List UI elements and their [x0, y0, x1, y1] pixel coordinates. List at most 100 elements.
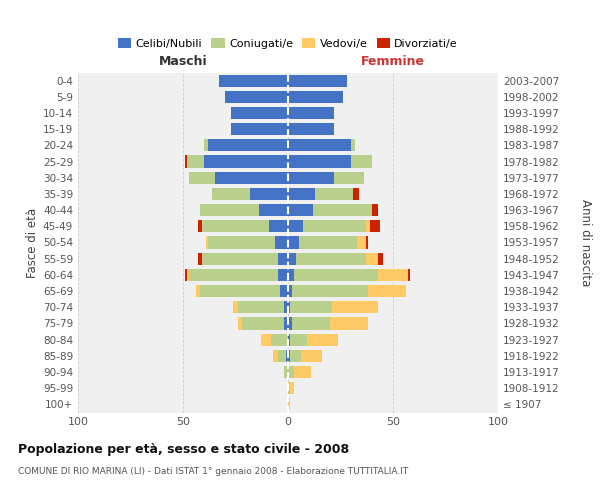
- Bar: [277, 252, 288, 265]
- Bar: [187, 156, 204, 168]
- Bar: [286, 350, 288, 362]
- Bar: [330, 318, 368, 330]
- Bar: [299, 236, 358, 248]
- Bar: [316, 188, 353, 200]
- Bar: [288, 382, 290, 394]
- Bar: [288, 140, 351, 151]
- Bar: [212, 188, 250, 200]
- Text: Popolazione per età, sesso e stato civile - 2008: Popolazione per età, sesso e stato civil…: [18, 442, 349, 456]
- Bar: [290, 350, 301, 362]
- Bar: [218, 74, 288, 86]
- Bar: [368, 285, 406, 297]
- Bar: [202, 252, 277, 265]
- Bar: [313, 204, 372, 216]
- Text: COMUNE DI RIO MARINA (LI) - Dati ISTAT 1° gennaio 2008 - Elaborazione TUTTITALIA: COMUNE DI RIO MARINA (LI) - Dati ISTAT 1…: [18, 468, 408, 476]
- Bar: [185, 156, 187, 168]
- Bar: [187, 269, 189, 281]
- Bar: [288, 318, 292, 330]
- Text: Maschi: Maschi: [158, 54, 208, 68]
- Bar: [274, 350, 277, 362]
- Bar: [196, 285, 200, 297]
- Bar: [198, 220, 202, 232]
- Bar: [288, 107, 334, 119]
- Bar: [277, 269, 288, 281]
- Bar: [351, 140, 355, 151]
- Bar: [206, 236, 208, 248]
- Bar: [370, 220, 380, 232]
- Bar: [288, 252, 296, 265]
- Bar: [292, 285, 368, 297]
- Bar: [288, 301, 290, 314]
- Bar: [288, 123, 334, 135]
- Bar: [288, 366, 295, 378]
- Bar: [238, 318, 242, 330]
- Bar: [290, 334, 307, 345]
- Bar: [288, 350, 290, 362]
- Bar: [232, 123, 288, 135]
- Legend: Celibi/Nubili, Coniugati/e, Vedovi/e, Divorziati/e: Celibi/Nubili, Coniugati/e, Vedovi/e, Di…: [113, 34, 463, 53]
- Bar: [190, 172, 215, 184]
- Bar: [204, 140, 208, 151]
- Bar: [288, 334, 290, 345]
- Bar: [215, 172, 288, 184]
- Bar: [233, 301, 238, 314]
- Bar: [242, 318, 284, 330]
- Bar: [275, 236, 288, 248]
- Bar: [288, 188, 316, 200]
- Bar: [238, 301, 284, 314]
- Bar: [295, 366, 311, 378]
- Bar: [208, 140, 288, 151]
- Bar: [379, 252, 383, 265]
- Bar: [366, 220, 370, 232]
- Bar: [225, 90, 288, 103]
- Bar: [408, 269, 410, 281]
- Bar: [353, 188, 359, 200]
- Bar: [284, 301, 288, 314]
- Bar: [334, 172, 364, 184]
- Bar: [259, 204, 288, 216]
- Bar: [379, 269, 408, 281]
- Bar: [190, 269, 277, 281]
- Bar: [200, 285, 280, 297]
- Bar: [277, 350, 286, 362]
- Bar: [372, 204, 379, 216]
- Bar: [303, 220, 366, 232]
- Bar: [351, 156, 372, 168]
- Bar: [232, 107, 288, 119]
- Bar: [288, 269, 295, 281]
- Bar: [284, 318, 288, 330]
- Bar: [198, 252, 202, 265]
- Bar: [288, 285, 292, 297]
- Bar: [290, 301, 332, 314]
- Bar: [208, 236, 275, 248]
- Bar: [250, 188, 288, 200]
- Bar: [366, 236, 368, 248]
- Bar: [332, 301, 379, 314]
- Bar: [200, 204, 259, 216]
- Bar: [284, 366, 288, 378]
- Y-axis label: Fasce di età: Fasce di età: [26, 208, 39, 278]
- Bar: [260, 334, 271, 345]
- Bar: [288, 156, 351, 168]
- Bar: [307, 334, 338, 345]
- Bar: [288, 204, 313, 216]
- Bar: [290, 382, 295, 394]
- Bar: [288, 172, 334, 184]
- Bar: [280, 285, 288, 297]
- Bar: [288, 236, 299, 248]
- Y-axis label: Anni di nascita: Anni di nascita: [579, 199, 592, 286]
- Bar: [296, 252, 366, 265]
- Text: Femmine: Femmine: [361, 54, 425, 68]
- Bar: [295, 269, 379, 281]
- Bar: [301, 350, 322, 362]
- Bar: [358, 236, 366, 248]
- Bar: [292, 318, 330, 330]
- Bar: [202, 220, 269, 232]
- Bar: [288, 398, 290, 410]
- Bar: [271, 334, 288, 345]
- Bar: [288, 220, 303, 232]
- Bar: [366, 252, 379, 265]
- Bar: [185, 269, 187, 281]
- Bar: [269, 220, 288, 232]
- Bar: [288, 74, 347, 86]
